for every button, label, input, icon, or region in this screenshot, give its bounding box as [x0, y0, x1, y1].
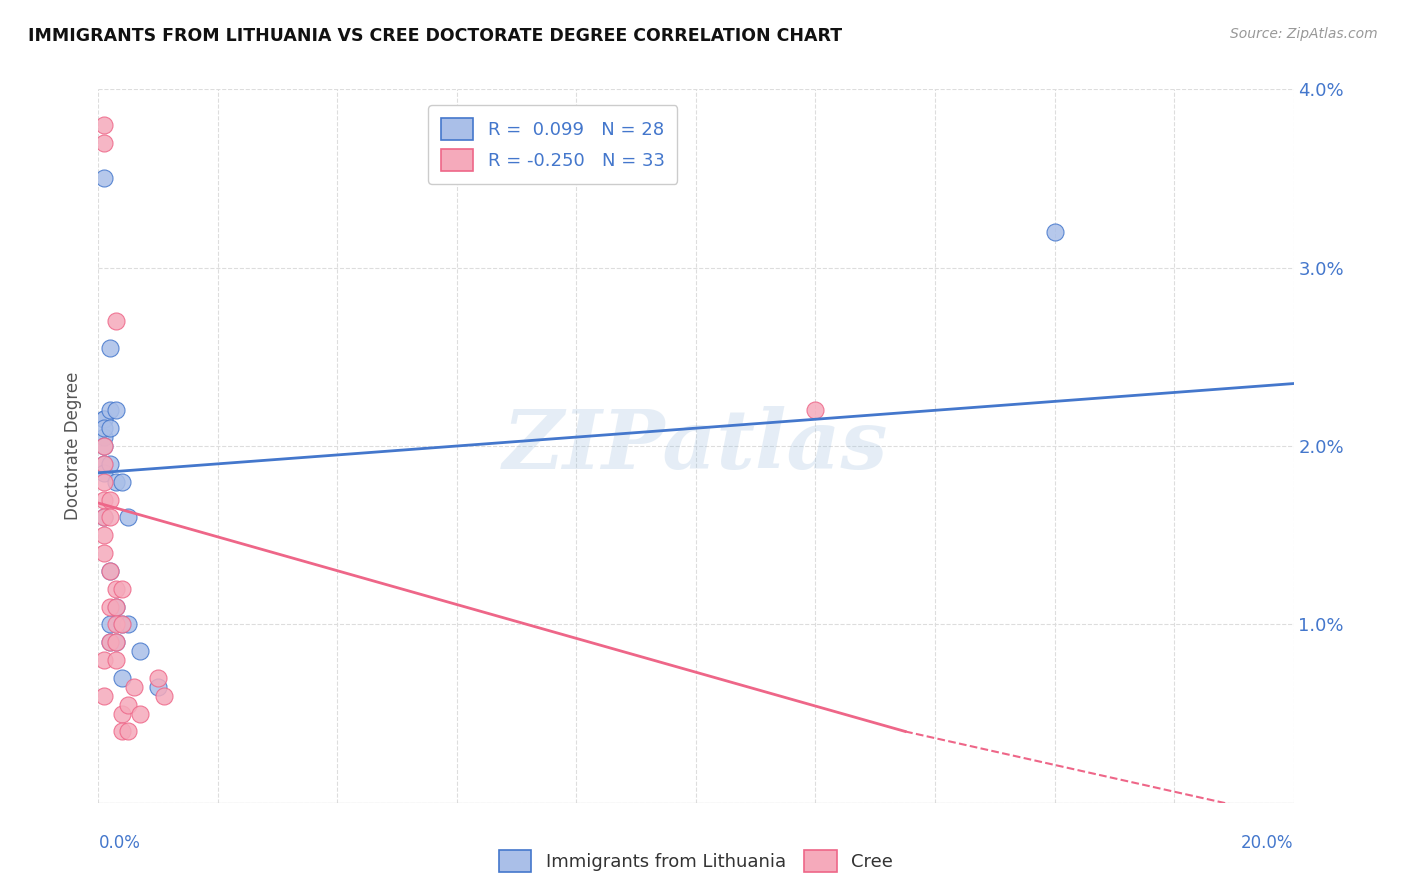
Point	[93, 412, 115, 426]
Point	[93, 439, 115, 453]
Point	[93, 412, 115, 426]
Point	[93, 546, 115, 560]
Point	[111, 706, 134, 721]
Point	[100, 635, 122, 649]
Point	[124, 680, 146, 694]
Point	[111, 724, 134, 739]
Point	[100, 510, 122, 524]
Point	[93, 439, 115, 453]
Point	[100, 599, 122, 614]
Point	[93, 466, 115, 480]
Point	[93, 421, 115, 435]
Point	[105, 653, 128, 667]
Point	[111, 671, 134, 685]
Point	[100, 492, 122, 507]
Point	[105, 475, 128, 489]
Point	[111, 617, 134, 632]
Point	[93, 118, 115, 132]
Point	[117, 510, 139, 524]
Point	[804, 403, 827, 417]
Point	[93, 510, 115, 524]
Point	[105, 403, 128, 417]
Text: Source: ZipAtlas.com: Source: ZipAtlas.com	[1230, 27, 1378, 41]
Point	[100, 341, 122, 355]
Point	[93, 136, 115, 150]
Point	[148, 680, 170, 694]
Point	[93, 457, 115, 471]
Point	[93, 171, 115, 186]
Y-axis label: Doctorate Degree: Doctorate Degree	[65, 372, 83, 520]
Point	[93, 689, 115, 703]
Point	[93, 653, 115, 667]
Point	[93, 457, 115, 471]
Point	[100, 421, 122, 435]
Point	[148, 671, 170, 685]
Point	[111, 617, 134, 632]
Point	[117, 617, 139, 632]
Point	[111, 582, 134, 596]
Text: IMMIGRANTS FROM LITHUANIA VS CREE DOCTORATE DEGREE CORRELATION CHART: IMMIGRANTS FROM LITHUANIA VS CREE DOCTOR…	[28, 27, 842, 45]
Point	[105, 635, 128, 649]
Point	[93, 430, 115, 444]
Point	[100, 564, 122, 578]
Point	[117, 698, 139, 712]
Point	[100, 564, 122, 578]
Point	[105, 635, 128, 649]
Point	[105, 582, 128, 596]
Point	[1043, 225, 1066, 239]
Point	[111, 475, 134, 489]
Point	[105, 599, 128, 614]
Text: ZIPatlas: ZIPatlas	[503, 406, 889, 486]
Point	[93, 492, 115, 507]
Point	[117, 724, 139, 739]
Point	[105, 599, 128, 614]
Point	[93, 510, 115, 524]
Point	[100, 635, 122, 649]
Point	[93, 475, 115, 489]
Point	[100, 617, 122, 632]
Point	[129, 644, 152, 658]
Legend: Immigrants from Lithuania, Cree: Immigrants from Lithuania, Cree	[492, 843, 900, 880]
Point	[100, 457, 122, 471]
Text: 0.0%: 0.0%	[98, 834, 141, 852]
Point	[100, 403, 122, 417]
Point	[129, 706, 152, 721]
Point	[105, 314, 128, 328]
Point	[93, 528, 115, 542]
Text: 20.0%: 20.0%	[1241, 834, 1294, 852]
Point	[153, 689, 176, 703]
Point	[105, 617, 128, 632]
